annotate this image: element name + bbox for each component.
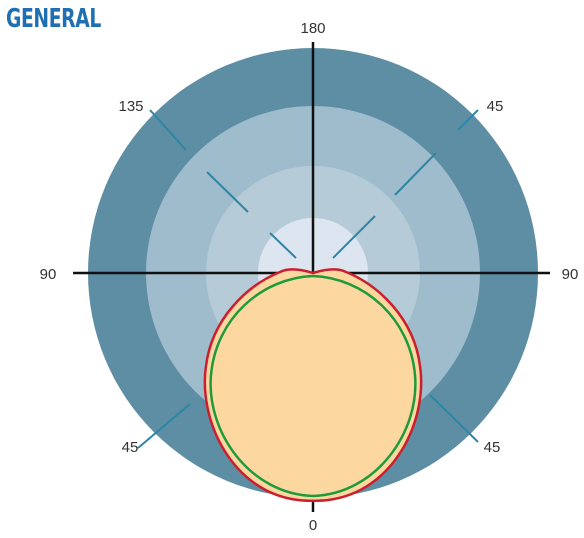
label-lower-left: 45 [122, 439, 139, 456]
label-right: 90 [562, 266, 579, 283]
diagram-title: GENERAL [6, 4, 101, 34]
inner-pattern [209, 274, 417, 498]
label-lower-right: 45 [484, 439, 501, 456]
outer-pattern [203, 268, 423, 502]
label-bottom: 0 [309, 517, 317, 534]
spokes [137, 109, 479, 449]
spoke-upper-right-outer [457, 109, 479, 131]
spoke-upper-left-inner [269, 232, 297, 259]
spoke-upper-left-outer [149, 109, 187, 151]
spoke-lower-left [137, 403, 191, 449]
label-upper-left: 135 [118, 98, 143, 115]
spoke-upper-left-mid [206, 171, 249, 213]
spoke-upper-right-inner [332, 215, 376, 259]
label-left: 90 [40, 266, 57, 283]
spoke-lower-right [429, 394, 479, 443]
label-top: 180 [300, 20, 325, 37]
label-upper-right: 45 [487, 98, 504, 115]
spoke-upper-right-mid [394, 152, 437, 196]
